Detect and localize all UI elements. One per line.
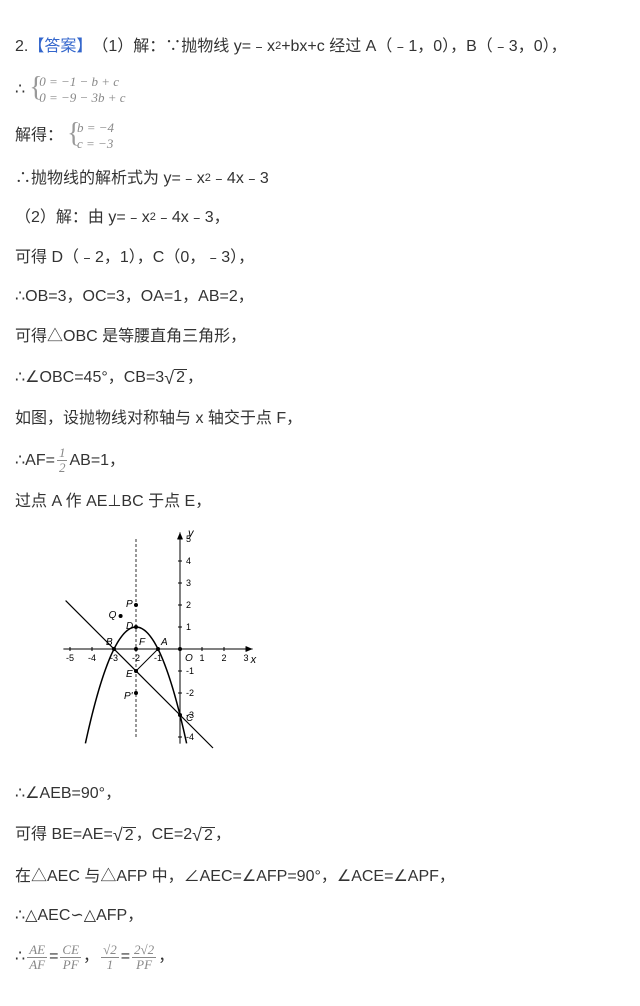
svg-text:F: F — [139, 637, 146, 648]
frac-1: AEAF — [27, 943, 47, 972]
svg-text:B: B — [106, 637, 113, 648]
svg-text:-2: -2 — [186, 688, 194, 698]
line-p12: 可得 BE=AE= 2 ，CE=2 2 ， — [15, 821, 625, 850]
svg-text:2: 2 — [221, 653, 226, 663]
line-p7: ∴∠OBC=45°，CB=3 2 ， — [15, 364, 625, 393]
p2-prefix: ∴抛物线的解析式为 y=﹣x — [15, 166, 205, 192]
svg-text:D: D — [126, 621, 133, 632]
line-p11: ∴∠AEB=90°， — [15, 781, 625, 807]
svg-text:C: C — [186, 713, 194, 724]
eq1: = — [49, 944, 58, 970]
frac-4: 2√2PF — [132, 943, 156, 972]
svg-text:E: E — [126, 669, 133, 680]
question-number: 2. — [15, 34, 28, 60]
svg-text:x: x — [250, 654, 257, 666]
sys2-r2: c = −3 — [77, 136, 114, 152]
p2-suffix: ﹣4x﹣3 — [211, 166, 269, 192]
svg-text:1: 1 — [186, 622, 191, 632]
svg-text:4: 4 — [186, 556, 191, 566]
sys1-r1: 0 = −1 − b + c — [39, 74, 125, 90]
sys1-r2: 0 = −9 − 3b + c — [39, 90, 125, 106]
line-p5: ∴OB=3，OC=3，OA=1，AB=2， — [15, 284, 625, 310]
p12-suffix: ， — [215, 822, 231, 848]
svg-text:P: P — [126, 599, 133, 610]
svg-text:3: 3 — [243, 653, 248, 663]
svg-text:-5: -5 — [66, 653, 74, 663]
line-sys1: ∴ 0 = −1 − b + c 0 = −9 − 3b + c — [15, 74, 625, 106]
line-p4: 可得 D（﹣2，1），C（0，﹣3）， — [15, 245, 625, 271]
line-1: 2. 【答案】 （1）解：∵抛物线 y=﹣x2+bx+c 经过 A（﹣1，0），… — [15, 34, 625, 60]
frac-3: √21 — [101, 943, 119, 972]
svg-text:1: 1 — [199, 653, 204, 663]
line-p2: ∴抛物线的解析式为 y=﹣x2﹣4x﹣3 — [15, 166, 625, 192]
svg-text:y: y — [187, 529, 195, 539]
graph-figure: -5-4-3-2-1123-4-3-2-112345OABFDPQEP'Cyx — [45, 529, 625, 768]
p1-prefix: （1）解：∵抛物线 y=﹣x — [92, 34, 275, 60]
sqrt-2-c: 2 — [192, 821, 215, 850]
line-p13: 在△AEC 与△AFP 中，∠AEC=∠AFP=90°，∠ACE=∠APF， — [15, 864, 625, 890]
graph-svg: -5-4-3-2-1123-4-3-2-112345OABFDPQEP'Cyx — [45, 529, 275, 759]
svg-text:3: 3 — [186, 578, 191, 588]
system-2: b = −4 c = −3 — [67, 120, 114, 152]
p7-prefix: ∴∠OBC=45°，CB=3 — [15, 365, 164, 391]
svg-text:2: 2 — [186, 600, 191, 610]
p7-suffix: ， — [187, 365, 203, 391]
svg-text:O: O — [185, 653, 193, 664]
p3-prefix: （2）解：由 y=﹣x — [15, 205, 150, 231]
p12-prefix: 可得 BE=AE= — [15, 822, 113, 848]
line-p8: 如图，设抛物线对称轴与 x 轴交于点 F， — [15, 406, 625, 432]
sys2-r1: b = −4 — [77, 120, 114, 136]
therefore-1: ∴ — [15, 77, 25, 103]
svg-text:Q: Q — [109, 610, 117, 621]
p12-mid: ，CE=2 — [136, 822, 192, 848]
line-p10: 过点 A 作 AE⊥BC 于点 E， — [15, 489, 625, 515]
p15-prefix: ∴ — [15, 944, 25, 970]
p9-prefix: ∴AF= — [15, 448, 55, 474]
p1-suffix: +bx+c 经过 A（﹣1，0），B（﹣3，0）， — [281, 34, 566, 60]
line-p3: （2）解：由 y=﹣x2﹣4x﹣3， — [15, 205, 625, 231]
line-p15: ∴ AEAF = CEPF ， √21 = 2√2PF ， — [15, 943, 625, 972]
eq2: = — [121, 944, 130, 970]
line-p9: ∴AF= 1 2 AB=1， — [15, 446, 625, 475]
frac-half: 1 2 — [57, 446, 68, 475]
line-solve: 解得： b = −4 c = −3 — [15, 120, 625, 152]
p9-suffix: AB=1， — [69, 448, 125, 474]
answer-tag: 【答案】 — [28, 34, 92, 60]
svg-text:-4: -4 — [186, 732, 194, 742]
sqrt-2-a: 2 — [164, 364, 187, 393]
sqrt-2-b: 2 — [113, 821, 136, 850]
solve-label: 解得： — [15, 123, 63, 149]
svg-text:-1: -1 — [186, 666, 194, 676]
system-1: 0 = −1 − b + c 0 = −9 − 3b + c — [29, 74, 125, 106]
svg-text:P': P' — [124, 691, 134, 702]
svg-text:-4: -4 — [88, 653, 96, 663]
comma: ， — [83, 944, 99, 970]
p3-suffix: ﹣4x﹣3， — [156, 205, 230, 231]
line-p6: 可得△OBC 是等腰直角三角形， — [15, 324, 625, 350]
p15-suffix: ， — [158, 944, 174, 970]
line-p14: ∴△AEC∽△AFP， — [15, 903, 625, 929]
svg-text:A: A — [160, 637, 168, 648]
frac-2: CEPF — [60, 943, 81, 972]
